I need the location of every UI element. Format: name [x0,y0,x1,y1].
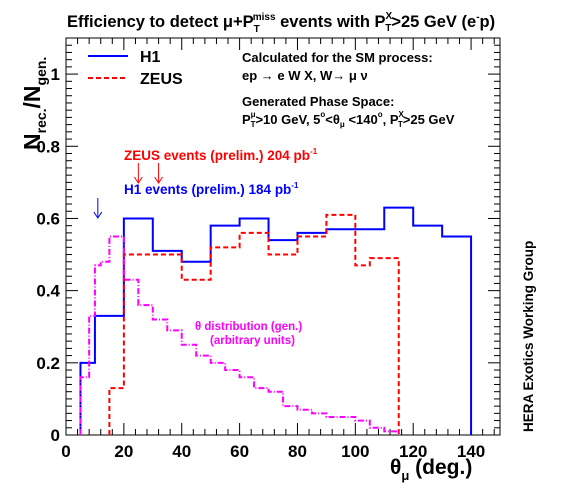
x-tick-label: 120 [399,442,427,461]
annotation-theta-dist-line1: θ distribution (gen.) [195,321,302,333]
annotation-calc-line1: Calculated for the SM process: [242,50,433,65]
legend-zeus-label: ZEUS [140,71,183,88]
series-line-2 [79,235,400,435]
plot-frame-rect [65,37,501,436]
side-label: HERA Exotics Working Group [521,241,536,432]
x-tick-label: 40 [172,442,191,461]
y-tick-label: 0.2 [36,354,60,373]
event-arrows [93,163,164,219]
y-tick-label: 1 [51,65,60,84]
series-line-1 [108,213,400,435]
zeus-event-arrow-head [154,176,164,184]
zeus-event-arrow-head [133,176,143,184]
chart-title: Efficiency to detect μ+PTmiss events wit… [67,11,495,35]
x-tick-label: 20 [114,442,133,461]
annotation-zeus-events: ZEUS events (prelim.) 204 pb-1 [124,147,318,163]
y-tick-label: 0 [51,426,60,445]
y-tick-label: 0.8 [36,137,60,156]
legend: H1 ZEUS [88,49,183,88]
annotation-theta-dist-line2: (arbitrary units) [210,335,295,347]
annotation-gen-line1: Generated Phase Space: [242,94,394,109]
axis-tick-labels: 0 20 40 60 80 100 120 140 0 0.2 0.4 0.6 0.8 1 [36,65,485,461]
x-tick-label: 0 [61,442,70,461]
series-lines [79,206,473,435]
x-tick-label: 60 [230,442,249,461]
annotation-h1-events: H1 events (prelim.) 184 pb-1 [124,181,299,197]
y-tick-label: 0.6 [36,209,60,228]
x-tick-label: 100 [341,442,369,461]
x-tick-label: 80 [288,442,307,461]
annotation-gen-line2: Pμ T>10 GeV, 5o<θμ <140o, PX T>25 GeV [242,110,455,129]
y-tick-label: 0.4 [36,282,60,301]
legend-h1-label: H1 [140,49,161,66]
h1-event-arrow-head [93,211,103,219]
x-tick-label: 140 [457,442,485,461]
annotation-calc-line2: ep → e W X, W→ μ ν [242,68,368,83]
plot-frame [65,37,501,436]
y-axis-label: Nrec./Ngen. [19,57,49,150]
x-axis-label: θμ (deg.) [390,456,472,483]
